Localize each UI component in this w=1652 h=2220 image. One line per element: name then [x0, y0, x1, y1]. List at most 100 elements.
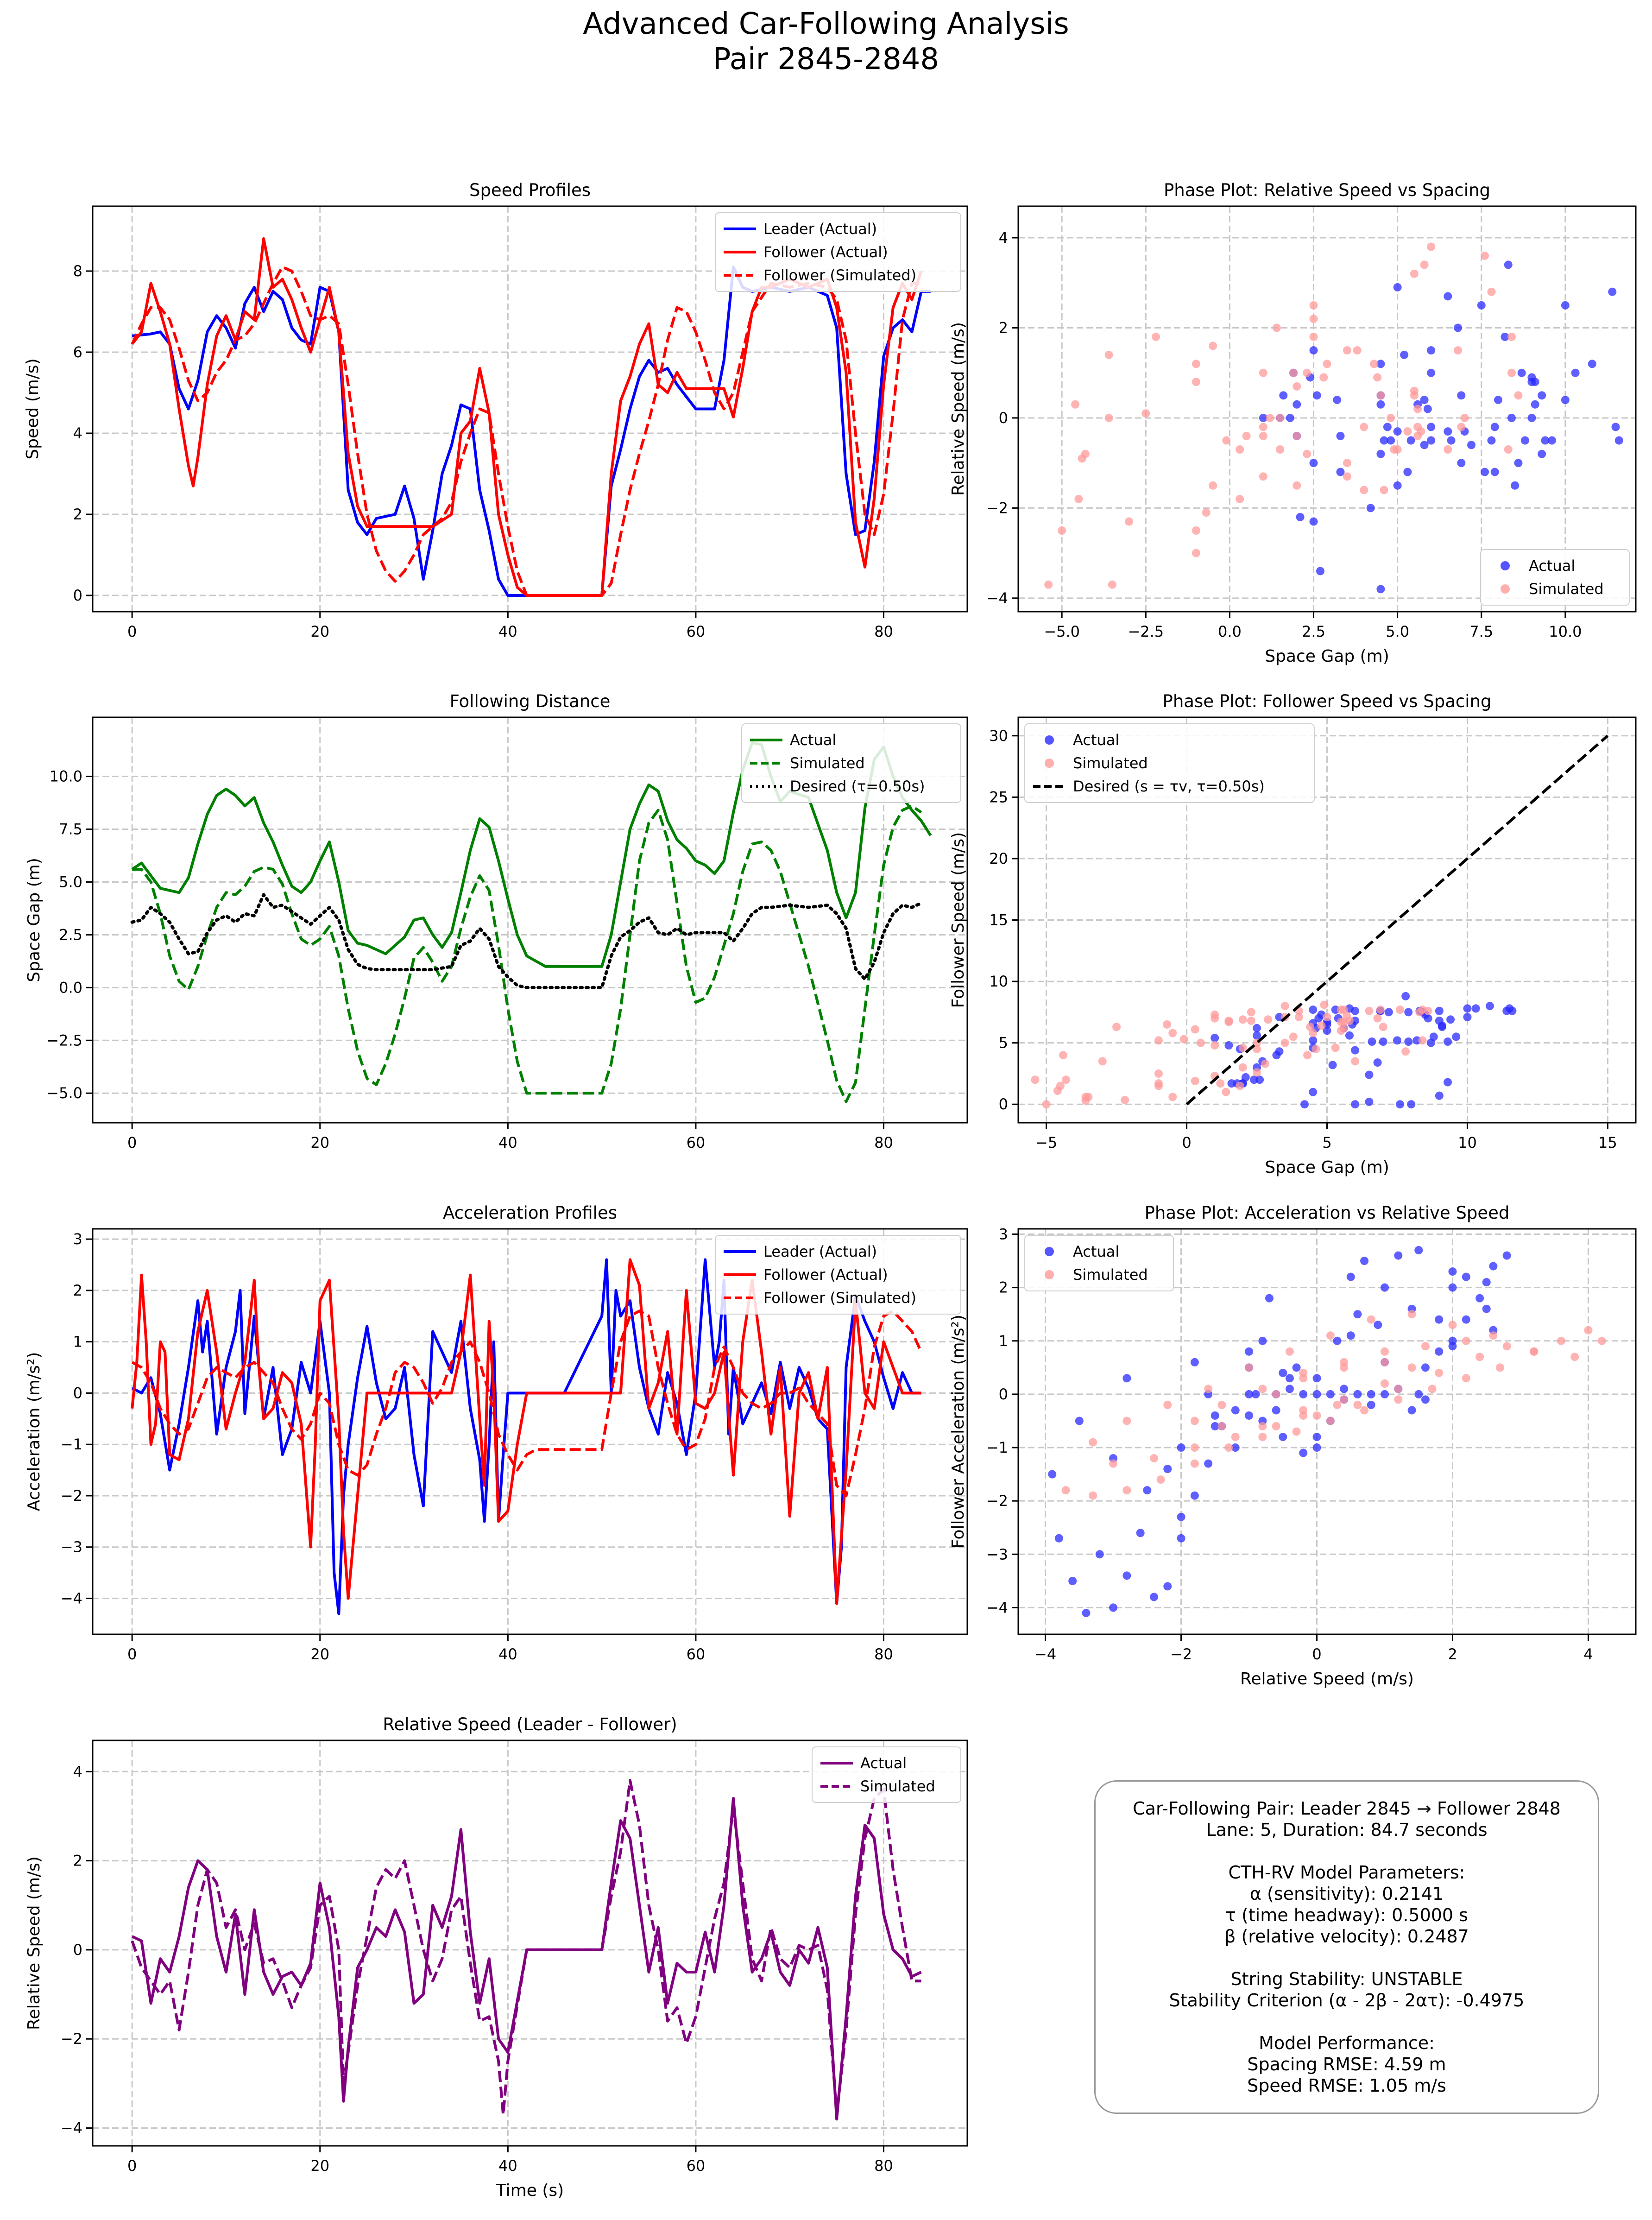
legend-label: Actual [1073, 731, 1119, 749]
legend-box [1024, 723, 1315, 803]
y-tick-label: −4 [61, 2119, 82, 2137]
data-point [1393, 481, 1402, 490]
y-tick-label: 8 [73, 262, 82, 280]
data-point [1309, 517, 1318, 526]
legend-label: Follower (Simulated) [763, 1289, 916, 1307]
data-point [1168, 1029, 1177, 1037]
legend-label: Simulated [790, 754, 865, 772]
data-point [1236, 494, 1244, 503]
legend-swatch [1045, 1270, 1054, 1279]
data-point [1276, 413, 1285, 422]
data-point [1401, 992, 1410, 1000]
y-axis-label: Space Gap (m) [25, 858, 44, 982]
series-line [132, 804, 922, 1103]
data-point [1293, 431, 1301, 440]
data-point [1303, 449, 1312, 458]
data-point [1428, 1385, 1437, 1393]
data-point [1317, 1021, 1326, 1030]
data-point [1427, 436, 1436, 445]
data-point [1448, 1283, 1457, 1292]
legend-gap: Actual Simulated Desired (τ=0.50s) [741, 723, 961, 803]
info-lane-duration: Lane: 5, Duration: 84.7 seconds [1206, 1820, 1488, 1840]
data-point [1407, 1406, 1416, 1415]
x-tick-label: 2 [1448, 1645, 1457, 1663]
plot-area-speed [131, 237, 931, 597]
series-line [131, 1779, 921, 2116]
data-point [1421, 1363, 1430, 1372]
chart-accel: 0 20 40 60 80 −4 −3 −2 −1 0 1 2 3 Acceleration Profil… [25, 1203, 968, 1663]
x-tick-label: 0 [127, 623, 137, 640]
data-point [1365, 1070, 1374, 1079]
y-tick-label: −3 [61, 1538, 82, 1556]
data-point [1387, 413, 1395, 422]
data-point [1280, 1002, 1289, 1011]
data-point [1204, 1459, 1213, 1468]
data-point [1367, 1315, 1375, 1324]
x-tick-label: 5 [1322, 1134, 1331, 1151]
data-point [1336, 468, 1345, 476]
series-line [131, 1797, 922, 2121]
data-point [1154, 1036, 1163, 1045]
x-tick-label: 20 [310, 623, 329, 640]
data-point [1393, 1036, 1401, 1045]
data-point [1242, 431, 1251, 440]
data-point [1383, 423, 1392, 431]
data-point [1502, 1342, 1511, 1351]
data-point [1285, 1374, 1294, 1383]
data-point [1351, 1057, 1360, 1066]
data-point [1179, 1035, 1188, 1044]
data-point [1056, 1082, 1065, 1090]
data-point [1259, 368, 1267, 377]
y-tick-label: 2.5 [59, 926, 82, 943]
series-line [130, 893, 923, 989]
data-point [1333, 1400, 1342, 1409]
data-point [1420, 260, 1429, 269]
data-point [1044, 580, 1053, 589]
plot-frame [1017, 1228, 1637, 1635]
info-performance-header: Model Performance: [1259, 2033, 1435, 2053]
data-point [1109, 1603, 1118, 1612]
data-point [1527, 378, 1536, 386]
data-point [1444, 292, 1452, 301]
data-point [1333, 1336, 1342, 1345]
legend-swatch [1501, 584, 1510, 594]
data-point [1353, 1310, 1362, 1319]
data-point [1196, 1038, 1205, 1047]
data-point [1475, 1294, 1484, 1303]
y-tick-label: 3 [999, 1226, 1008, 1243]
data-point [1082, 1608, 1091, 1617]
data-point [1122, 1571, 1131, 1580]
y-tick-label: 0 [73, 1384, 82, 1402]
data-point [1154, 1069, 1163, 1078]
data-point [1048, 1470, 1057, 1479]
legend-box [715, 212, 961, 292]
legend-relspeed: Actual Simulated [812, 1746, 961, 1803]
y-tick-label: 0 [999, 409, 1008, 427]
data-point [1136, 1529, 1145, 1537]
data-point [1381, 1283, 1389, 1292]
plot-frame [92, 205, 968, 613]
data-point [1482, 1304, 1491, 1313]
data-point [1444, 1037, 1452, 1046]
series-points [1259, 260, 1623, 594]
data-point [1104, 350, 1113, 359]
data-point [1462, 1374, 1470, 1383]
data-point [1331, 1044, 1340, 1052]
data-point [1272, 1406, 1280, 1415]
data-point [1292, 1363, 1301, 1372]
data-point [1095, 1550, 1104, 1559]
data-point [1502, 1251, 1511, 1260]
data-point [1309, 1088, 1318, 1096]
legend-accel: Leader (Actual) Follower (Actual) Follower… [715, 1235, 961, 1315]
y-tick-label: −2.5 [46, 1031, 82, 1049]
legend-label: Actual [790, 731, 836, 749]
y-tick-label: 10 [989, 973, 1008, 990]
data-point [1480, 468, 1489, 476]
data-point [1300, 1100, 1309, 1109]
y-tick-label: 5.0 [59, 873, 82, 891]
data-point [1414, 1390, 1423, 1398]
data-point [1259, 472, 1267, 481]
data-point [1059, 1051, 1067, 1060]
data-point [1482, 1278, 1491, 1287]
data-point [1410, 269, 1419, 278]
